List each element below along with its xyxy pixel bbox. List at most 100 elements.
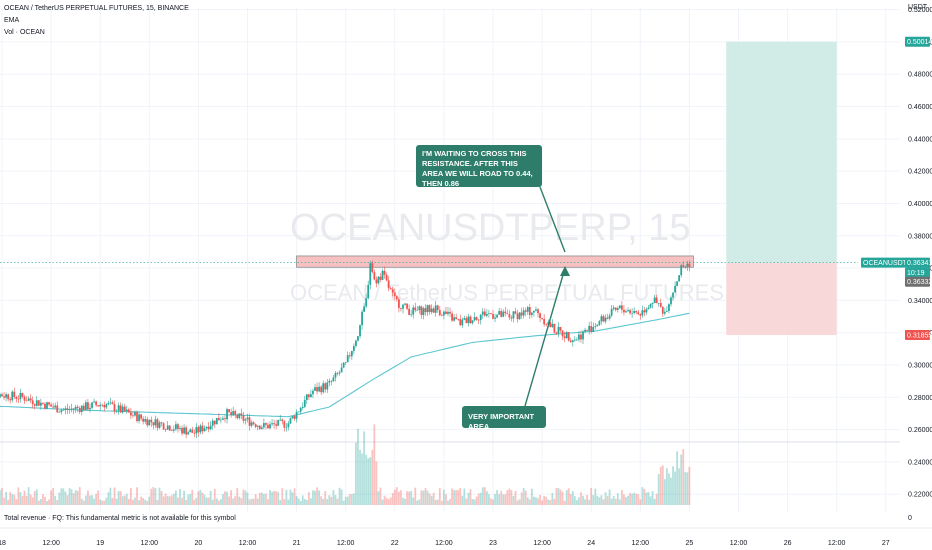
candle-body — [498, 311, 501, 315]
watermark-description: OCEAN / TetherUS PERPETUAL FUTURES — [290, 280, 724, 305]
volume-bar — [185, 500, 188, 505]
candle-body — [3, 396, 5, 398]
volume-bar — [260, 492, 263, 505]
entry-price-label-bg — [905, 276, 930, 287]
volume-bar — [326, 499, 329, 505]
candle-body — [168, 425, 171, 431]
volume-bar — [557, 488, 560, 505]
candle-body — [635, 311, 638, 313]
volume-bar — [273, 490, 275, 505]
volume-bar — [246, 492, 249, 505]
candle-body — [166, 425, 169, 430]
volume-bar — [265, 493, 267, 505]
volume-bar — [567, 488, 570, 505]
volume-bar — [95, 493, 98, 505]
candle-body — [273, 423, 275, 425]
candle-body — [479, 314, 482, 320]
volume-bar — [179, 488, 181, 505]
price-tick-label: 0.34000 — [908, 298, 932, 305]
candle-body — [58, 411, 61, 413]
candle-body — [258, 425, 261, 430]
volume-bar — [217, 500, 220, 505]
volume-bar — [320, 496, 323, 505]
volume-bar — [7, 499, 10, 505]
ema-indicator-legend[interactable]: EMA — [4, 17, 20, 24]
candle-body — [575, 339, 578, 341]
volume-bar — [234, 496, 237, 505]
volume-bar — [661, 465, 664, 505]
price-tick-label: 0.42000 — [908, 169, 932, 176]
volume-bar — [39, 498, 42, 505]
candle-body — [52, 406, 55, 408]
candle-body — [647, 307, 650, 310]
resistance-note[interactable]: I'M WAITING TO CROSS THIS RESISTANCE. AF… — [416, 145, 542, 188]
candle-body — [201, 425, 204, 432]
volume-bar — [502, 494, 505, 505]
volume-bar — [166, 496, 169, 505]
current-price-label-bg — [905, 257, 930, 268]
candle-body — [524, 310, 527, 312]
candle-body — [31, 400, 34, 405]
volume-bar — [271, 491, 273, 505]
volume-bar — [492, 499, 494, 505]
candle-body — [291, 416, 294, 419]
volume-bar — [651, 491, 654, 505]
volume-bar — [426, 490, 429, 505]
candle-body — [99, 404, 102, 407]
candle-body — [42, 402, 44, 404]
volume-bar — [211, 499, 214, 505]
volume-bar — [449, 498, 451, 505]
candle-body — [119, 405, 122, 413]
price-axis[interactable]: 0.520000.500000.480000.460000.440000.420… — [908, 7, 932, 499]
candle-body — [39, 402, 42, 406]
important-area-note[interactable]: VERY IMPORTANT AREA — [462, 406, 546, 431]
time-axis[interactable]: 18 12:00 19 12:00 20 12:00 21 12:00 22 12:00 23 12:… — [0, 540, 890, 547]
candle-body — [438, 310, 441, 316]
candle-body — [97, 405, 100, 407]
volume-bar — [238, 496, 241, 505]
volume-bar — [657, 474, 660, 505]
candle-body — [651, 303, 654, 305]
volume-bar — [93, 498, 95, 505]
volume-bar — [422, 490, 425, 505]
candle-body — [244, 419, 247, 421]
candle-body — [74, 406, 77, 410]
candle-body — [252, 422, 255, 425]
volume-bar — [80, 498, 83, 505]
volume-bar — [254, 494, 257, 505]
candle-body — [54, 405, 57, 408]
volume-bar — [91, 495, 93, 505]
candle-body — [224, 418, 226, 420]
volume-bar — [21, 495, 24, 505]
volume-bar — [150, 488, 153, 505]
current-price-label: 0.36341 — [907, 260, 932, 267]
chart-symbol-title[interactable]: OCEAN / TetherUS PERPETUAL FUTURES, 15, … — [4, 5, 189, 12]
volume-zero-label: 0 — [908, 515, 912, 522]
candle-body — [199, 425, 202, 433]
candle-body — [420, 306, 423, 316]
volume-bar — [248, 499, 251, 505]
volume-bar — [316, 487, 318, 505]
volume-bar — [623, 494, 625, 505]
time-tick-label: 12:00 — [435, 540, 453, 547]
volume-bar — [342, 500, 345, 505]
volume-bar — [50, 490, 52, 505]
volume-bar — [123, 495, 126, 505]
candle-body — [502, 311, 505, 317]
volume-bar — [23, 490, 26, 505]
volume-bar — [432, 492, 435, 505]
fundamental-metric-notice: Total revenue · FQ: This fundamental met… — [4, 515, 236, 522]
volume-indicator-legend[interactable]: Vol · OCEAN — [4, 29, 45, 36]
candle-body — [344, 362, 347, 363]
volume-bar — [103, 500, 106, 505]
volume-bar — [520, 492, 523, 505]
volume-bar — [160, 491, 163, 505]
volume-bar — [379, 487, 382, 505]
candle-body — [189, 429, 192, 433]
candle-body — [387, 280, 390, 289]
candle-body — [357, 336, 359, 341]
volume-bar — [72, 493, 75, 505]
candle-body — [674, 285, 676, 293]
candle-body — [408, 308, 411, 315]
